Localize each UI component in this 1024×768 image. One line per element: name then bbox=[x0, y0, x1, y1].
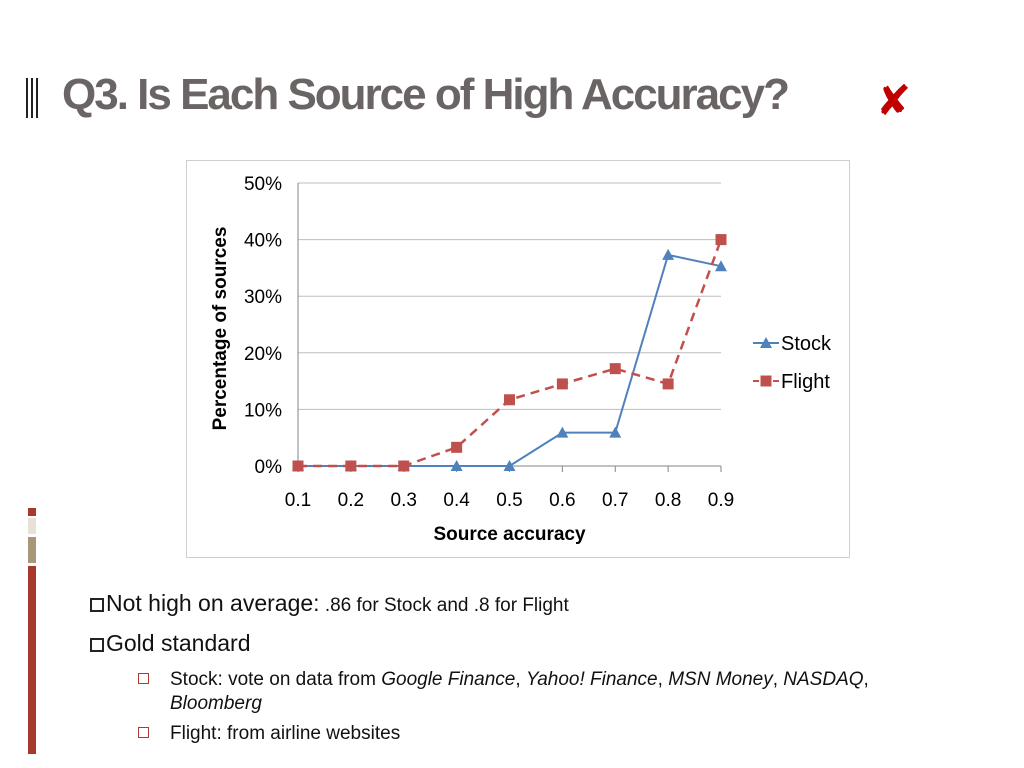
flight-point-3 bbox=[451, 441, 463, 453]
flight-point-0 bbox=[292, 460, 304, 472]
stock-point-3 bbox=[450, 460, 463, 471]
y-tick-label: 30% bbox=[244, 287, 282, 308]
checkbox-bullet-icon bbox=[138, 673, 149, 684]
separator: , bbox=[657, 669, 669, 690]
checkbox-bullet-icon bbox=[138, 727, 149, 738]
x-tick-label: 0.3 bbox=[391, 490, 417, 511]
cross-icon: ✘ bbox=[876, 77, 912, 124]
x-tick-label: 0.1 bbox=[285, 490, 311, 511]
x-tick-label: 0.4 bbox=[443, 490, 470, 511]
checkbox-bullet-icon bbox=[90, 598, 104, 612]
flight-point-1 bbox=[345, 460, 357, 472]
stock-point-4 bbox=[503, 460, 516, 471]
source-msn-money: MSN Money bbox=[668, 669, 773, 690]
x-tick-label: 0.9 bbox=[708, 490, 734, 511]
bullet-gold-standard: Gold standard bbox=[90, 630, 250, 657]
stock-point-5 bbox=[556, 426, 569, 438]
x-tick-label: 0.5 bbox=[496, 490, 522, 511]
y-tick-label: 10% bbox=[244, 400, 282, 421]
y-tick-label: 0% bbox=[255, 457, 283, 478]
sub-bullet-flight: Flight: from airline websites bbox=[138, 722, 938, 746]
stock-prefix: Stock: vote on data from bbox=[170, 669, 382, 690]
source-google-finance: Google Finance bbox=[381, 669, 516, 690]
flight-text: Flight: from airline websites bbox=[170, 723, 401, 744]
chart: 0% 10% 20% 30% 40% 50% 0.1 0.2 0.3 0.4 0.5 0.6 0.7 0.… bbox=[186, 160, 850, 558]
sub-bullet-stock: Stock: vote on data from Google Finance,… bbox=[138, 668, 938, 716]
stock-point-6 bbox=[609, 426, 622, 438]
stock-series-line bbox=[298, 253, 722, 467]
separator: , bbox=[863, 669, 869, 690]
bullet-average-main: Not high on average: bbox=[106, 590, 320, 616]
slide-title: Q3. Is Each Source of High Accuracy? bbox=[62, 70, 790, 119]
y-tick-label: 20% bbox=[244, 344, 282, 365]
flight-point-2 bbox=[398, 460, 410, 472]
title-decoration bbox=[26, 78, 40, 118]
bullet-average: Not high on average: .86 for Stock and .… bbox=[90, 590, 569, 617]
flight-point-7 bbox=[662, 378, 674, 390]
chart-canvas: 0% 10% 20% 30% 40% 50% 0.1 0.2 0.3 0.4 0.5 0.6 0.7 0.… bbox=[210, 174, 832, 545]
accent-block-1 bbox=[28, 508, 36, 516]
bullet-gold-standard-text: Gold standard bbox=[106, 630, 251, 656]
legend-stock-label: Stock bbox=[781, 333, 832, 355]
y-axis-title: Percentage of sources bbox=[210, 227, 231, 431]
bullet-average-detail: .86 for Stock and .8 for Flight bbox=[319, 595, 569, 616]
accent-block-4 bbox=[28, 566, 36, 754]
y-tick-label: 50% bbox=[244, 174, 282, 195]
stock-point-8 bbox=[715, 260, 727, 272]
legend-flight-label: Flight bbox=[781, 371, 830, 393]
flight-point-6 bbox=[609, 363, 621, 375]
stock-point-7 bbox=[662, 248, 675, 260]
x-tick-label: 0.7 bbox=[602, 490, 628, 511]
x-axis-title: Source accuracy bbox=[433, 524, 586, 545]
accent-block-3 bbox=[28, 537, 36, 563]
separator: , bbox=[515, 669, 526, 690]
source-bloomberg: Bloomberg bbox=[170, 693, 262, 714]
source-nasdaq: NASDAQ bbox=[783, 669, 864, 690]
checkbox-bullet-icon bbox=[90, 638, 104, 652]
flight-point-5 bbox=[556, 378, 568, 390]
y-tick-label: 40% bbox=[244, 231, 282, 252]
flight-point-legend bbox=[760, 375, 772, 387]
flight-point-4 bbox=[504, 394, 515, 406]
flight-point-8 bbox=[715, 234, 727, 246]
x-tick-label: 0.8 bbox=[655, 490, 681, 511]
stock-point-legend bbox=[760, 337, 772, 348]
accent-block-2 bbox=[28, 518, 36, 534]
x-tick-label: 0.6 bbox=[549, 490, 575, 511]
separator: , bbox=[772, 669, 784, 690]
x-tick-label: 0.2 bbox=[338, 490, 364, 511]
source-yahoo-finance: Yahoo! Finance bbox=[525, 669, 658, 690]
